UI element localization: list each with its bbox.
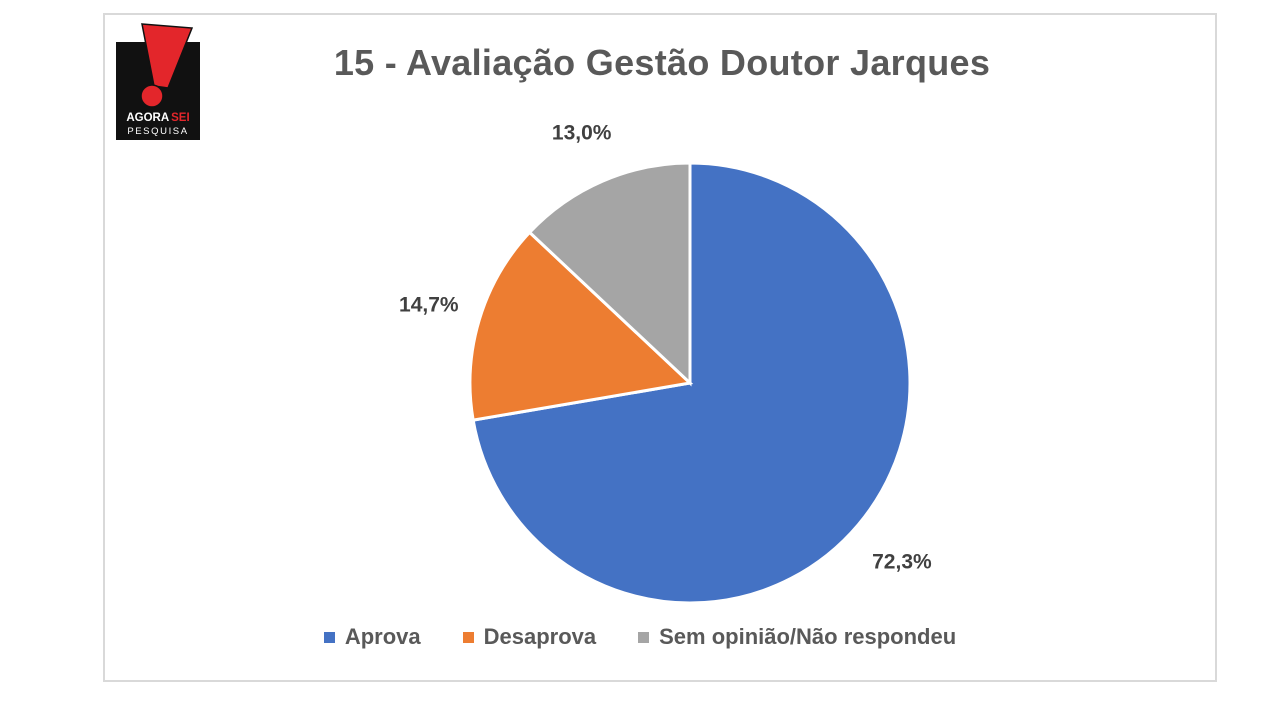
legend-label: Sem opinião/Não respondeu — [659, 624, 957, 649]
data-label-sem-opiniao-nao-respondeu: 13,0% — [552, 122, 612, 145]
legend-item-aprova: Aprova — [323, 624, 421, 650]
legend-label: Desaprova — [483, 624, 597, 649]
pie-slice-desaprova — [468, 230, 694, 422]
data-label-aprova: 72,3% — [872, 551, 932, 574]
legend-swatch — [462, 631, 474, 643]
legend-swatch — [638, 631, 650, 643]
chart-title: 15 - Avaliação Gestão Doutor Jarques — [333, 42, 991, 83]
legend-label: Aprova — [344, 624, 421, 649]
legend-swatch — [323, 631, 335, 643]
legend-item-sem-opiniao-nao-respondeu: Sem opinião/Não respondeu — [638, 624, 956, 650]
legend-item-desaprova: Desaprova — [462, 624, 597, 650]
pie-data-labels: 72,3% 14,7% 13,0% — [399, 122, 932, 574]
data-label-desaprova: 14,7% — [399, 293, 459, 316]
logo-exclamation-bar — [141, 23, 194, 89]
logo-exclamation-dot — [140, 84, 164, 108]
logo-text-line2: PESQUISA — [127, 126, 188, 137]
agora-sei-logo: AGORA SEI PESQUISA — [116, 23, 200, 140]
pie-slice-sem-opiniao-nao-respondeu — [527, 161, 692, 387]
chart-legend: Aprova Desaprova Sem opinião/Não respondeu — [0, 624, 1280, 650]
logo-text-line1: AGORA SEI — [126, 112, 189, 124]
pie-slices — [468, 161, 912, 605]
